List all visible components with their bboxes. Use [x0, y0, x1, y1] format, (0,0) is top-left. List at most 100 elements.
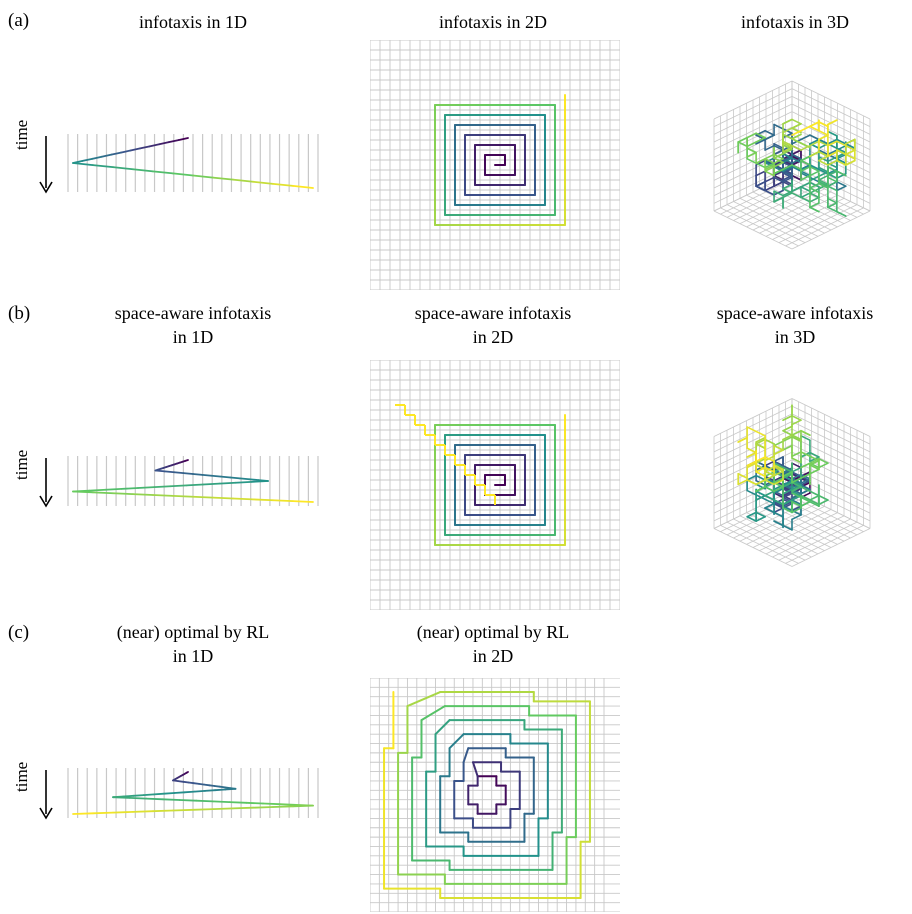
- trajectory-3d-segment: [800, 484, 811, 491]
- trajectory-3d-segment: [809, 138, 820, 145]
- trajectory-3d-segment: [791, 123, 802, 129]
- trajectory-3d-segment: [827, 140, 838, 147]
- trajectory-3d-segment: [773, 456, 784, 463]
- trajectory-3d-segment: [791, 153, 802, 160]
- trajectory-3d-segment: [782, 146, 793, 153]
- trajectory-2d-segment: [434, 719, 451, 736]
- trajectory-3d-segment: [782, 142, 793, 149]
- trajectory-3d-segment: [791, 429, 802, 436]
- trajectory-3d-segment: [809, 134, 820, 141]
- trajectory-3d-segment: [818, 166, 829, 173]
- trajectory-3d-segment: [755, 466, 766, 473]
- trajectory-3d-segment: [800, 155, 811, 162]
- title-a-1d: infotaxis in 1D: [139, 12, 247, 32]
- trajectory-3d-segment: [836, 147, 847, 154]
- time-arrow-head: [39, 495, 53, 508]
- trajectory-3d-segment: [746, 511, 757, 518]
- trajectory-3d-segment: [755, 458, 766, 464]
- time-label-c: time: [12, 761, 31, 792]
- 3d-axes-grid: [713, 80, 871, 250]
- trajectory-3d-segment: [800, 196, 811, 203]
- trajectory-3d-segment: [809, 499, 820, 506]
- trajectory-3d-segment: [791, 157, 802, 164]
- trajectory-2d-c: [370, 678, 620, 912]
- trajectory-1d-segment: [72, 812, 94, 815]
- trajectory-3d-segment: [764, 460, 775, 467]
- trajectory-1d-segment: [154, 469, 166, 473]
- trajectory-3d-segment: [773, 170, 784, 177]
- trajectory-1d-segment: [172, 172, 194, 177]
- trajectory-3d-segment: [809, 164, 820, 171]
- trajectory-3d-segment: [800, 501, 811, 507]
- trajectory-3d-segment: [782, 414, 793, 421]
- trajectory-3d-b: [713, 398, 871, 567]
- trajectory-3d-segment: [818, 179, 829, 186]
- trajectory-1d-segment: [162, 798, 181, 801]
- title-b-2d: space-aware infotaxis in 2D: [414, 303, 572, 347]
- trajectory-3d-segment: [746, 474, 757, 481]
- trajectory-1d-segment: [232, 806, 254, 810]
- trajectory-3d-segment: [782, 479, 793, 486]
- trajectory-3d-segment: [809, 187, 820, 194]
- trajectory-3d-segment: [791, 434, 802, 441]
- trajectory-1d-segment: [173, 471, 185, 475]
- trajectory-3d-segment: [755, 180, 766, 187]
- trajectory-3d-segment: [764, 498, 775, 505]
- trajectory-1d-segment: [163, 792, 176, 795]
- trajectory-1d-segment: [132, 493, 154, 496]
- trajectory-3d-segment: [809, 451, 820, 458]
- trajectory-1d-segment: [229, 476, 241, 480]
- trajectory-3d-segment: [746, 462, 757, 469]
- trajectory-3d-segment: [827, 151, 838, 158]
- trajectory-1d-segment: [232, 178, 254, 183]
- trajectory-3d-segment: [773, 144, 784, 151]
- trajectory-3d-segment: [791, 419, 802, 426]
- trajectory-2d-segment: [462, 747, 470, 764]
- trajectory-1d-segment: [212, 807, 234, 810]
- trajectory-3d-segment: [764, 170, 775, 177]
- trajectory-3d-segment: [836, 140, 847, 147]
- trajectory-1d-segment: [178, 799, 198, 802]
- trajectory-3d-segment: [773, 123, 784, 130]
- panel-2d-c: [370, 678, 620, 912]
- trajectory-3d-segment: [782, 170, 793, 177]
- row-label-a: (a): [8, 10, 30, 31]
- trajectory-3d-segment: [827, 166, 838, 173]
- trajectory-3d-segment: [809, 494, 820, 501]
- trajectory-1d-a: [39, 134, 319, 194]
- trajectory-3d-segment: [800, 451, 811, 458]
- trajectory-3d-segment: [737, 136, 748, 143]
- trajectory-3d-segment: [800, 435, 811, 441]
- trajectory-3d-segment: [773, 470, 784, 477]
- trajectory-3d-segment: [782, 187, 793, 194]
- trajectory-3d-segment: [800, 125, 811, 132]
- trajectory-3d-segment: [782, 505, 793, 512]
- trajectory-3d-segment: [845, 159, 856, 166]
- trajectory-3d-segment: [782, 436, 793, 443]
- trajectory-3d-segment: [773, 196, 784, 203]
- trajectory-1d-segment: [212, 800, 231, 803]
- trajectory-3d-segment: [800, 478, 811, 484]
- trajectory-3d-segment: [791, 436, 802, 443]
- panel-1d-a: [18, 128, 328, 198]
- trajectory-1d-segment: [192, 808, 214, 811]
- trajectory-3d-segment: [782, 172, 793, 179]
- trajectory-3d-segment: [755, 162, 766, 169]
- title-b-3d: space-aware infotaxis in 3D: [716, 303, 874, 347]
- trajectory-3d-segment: [755, 474, 766, 481]
- trajectory-1d-segment: [185, 483, 204, 487]
- trajectory-3d-segment: [809, 182, 820, 189]
- trajectory-3d-segment: [755, 170, 766, 177]
- trajectory-3d-segment: [818, 462, 829, 469]
- trajectory-3d-segment: [782, 507, 793, 514]
- trajectory-3d-segment: [827, 119, 838, 126]
- trajectory-3d-segment: [773, 157, 784, 164]
- trajectory-3d-segment: [764, 456, 775, 463]
- trajectory-3d-segment: [818, 129, 829, 136]
- trajectory-3d-segment: [764, 134, 775, 141]
- trajectory-3d-segment: [809, 151, 820, 158]
- trajectory-1d-segment: [132, 794, 145, 797]
- trajectory-1d-segment: [152, 809, 174, 813]
- trajectory-3d-segment: [800, 479, 811, 486]
- trajectory-1d-segment: [278, 803, 298, 806]
